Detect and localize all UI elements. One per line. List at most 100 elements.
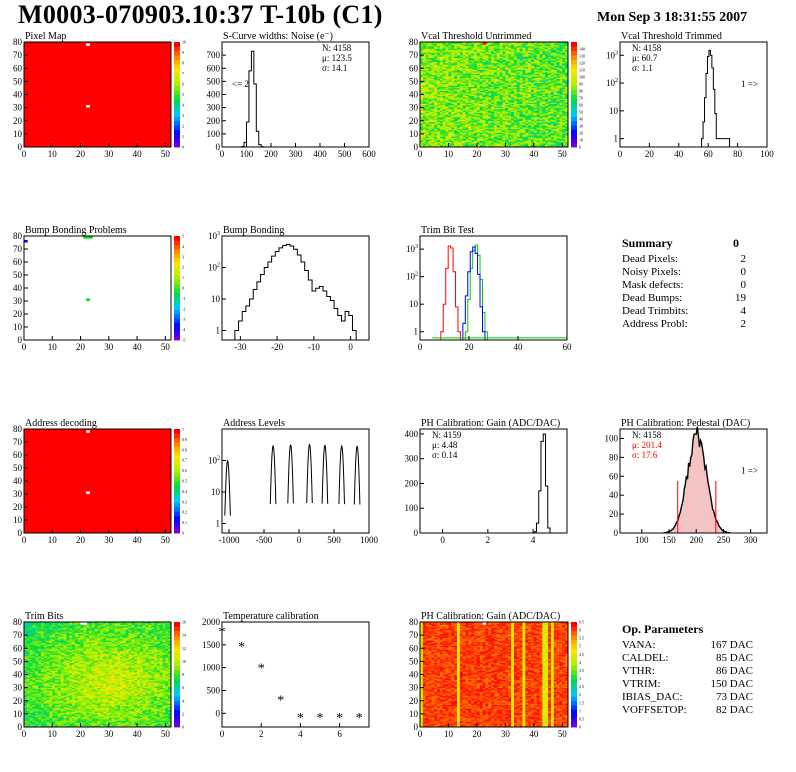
heatmap-cell [468, 87, 472, 90]
heatmap-cell [513, 95, 518, 98]
heatmap-cell [422, 65, 426, 68]
heatmap-cell [29, 660, 33, 662]
heatmap-cell [494, 95, 498, 98]
heatmap-cell [462, 45, 466, 48]
heatmap-cell [556, 105, 560, 107]
heatmap-cell [29, 662, 33, 665]
heatmap-cell [485, 69, 489, 72]
heatmap-cell [499, 57, 503, 60]
heatmap-cell [508, 112, 512, 115]
heatmap-cell [476, 135, 481, 137]
heatmap-cell [562, 143, 566, 145]
heatmap-cell [531, 99, 535, 102]
heatmap-cell [536, 56, 540, 59]
heatmap-cell [437, 124, 441, 127]
heatmap-cell [454, 107, 458, 110]
heatmap-cell [533, 136, 537, 139]
heatmap-cell [439, 122, 444, 124]
heatmap-cell [531, 115, 535, 118]
heatmap-cell [476, 73, 481, 76]
heatmap-cell [462, 137, 466, 140]
address-peak [269, 445, 277, 505]
heatmap-cell [539, 63, 543, 65]
heatmap-cell [516, 112, 520, 115]
heatmap-cell [488, 42, 492, 44]
heatmap-cell [548, 123, 552, 125]
heatmap-cell [471, 70, 475, 73]
heatmap-cell [494, 119, 498, 122]
color-bar-band [174, 46, 180, 52]
heatmap-cell [474, 49, 478, 52]
heatmap-cell [29, 704, 33, 707]
heatmap-cell [431, 141, 435, 144]
heatmap-cell [442, 76, 446, 78]
heatmap-cell [533, 135, 537, 137]
heatmap-cell [29, 650, 33, 653]
heatmap-cell [559, 135, 563, 137]
heatmap-cell [499, 133, 503, 136]
heatmap-cell [525, 139, 529, 141]
heatmap-cell [553, 99, 557, 102]
heatmap-cell [471, 141, 475, 144]
heatmap-cell [471, 80, 475, 82]
heatmap-cell [553, 52, 557, 55]
heatmap-cell [479, 70, 483, 73]
heatmap-cell [513, 97, 518, 99]
heatmap-cell [548, 107, 552, 110]
x-tick-label: 50 [558, 149, 568, 159]
heatmap-cell [496, 144, 500, 146]
heatmap-cell [420, 139, 424, 141]
heatmap-cell [422, 89, 426, 91]
x-tick-label: 4 [531, 535, 536, 545]
stats-line: μ: 4.48 [432, 440, 458, 450]
heatmap-cell [496, 63, 500, 65]
heatmap-cell [542, 89, 546, 91]
heatmap-cell [516, 74, 520, 77]
color-bar-band [174, 327, 180, 332]
heatmap-cell [539, 101, 543, 103]
heatmap-cell [491, 144, 495, 146]
heatmap-cell [511, 140, 515, 143]
heatmap-cell [542, 129, 546, 132]
overflow-annotation: <= 2 [232, 79, 249, 89]
heatmap-cell [26, 652, 30, 654]
heatmap-cell [454, 74, 458, 77]
heatmap-cell [35, 719, 39, 721]
heatmap-cell [451, 98, 455, 101]
heatmap-cell [468, 90, 472, 93]
heatmap-cell [562, 86, 566, 89]
heatmap-cell [519, 136, 523, 139]
heatmap-cell [451, 84, 455, 86]
heatmap-cell [516, 122, 520, 124]
heatmap-cell [522, 84, 526, 86]
heatmap-cell [448, 120, 452, 123]
heatmap-cell [494, 51, 498, 53]
heatmap-cell [485, 82, 489, 85]
heatmap-cell [508, 103, 512, 106]
heatmap-cell [476, 85, 481, 87]
heatmap-cell [494, 98, 498, 101]
heatmap-cell [513, 44, 518, 47]
heatmap-cell [562, 122, 566, 124]
heatmap-cell [422, 43, 426, 45]
heatmap-cell [448, 114, 452, 116]
heatmap-cell [508, 105, 512, 107]
heatmap-cell [536, 145, 540, 148]
heatmap-cell [531, 48, 535, 51]
heatmap-cell [553, 105, 557, 107]
heatmap-cell [451, 53, 455, 56]
heatmap-cell [431, 81, 435, 83]
heatmap-cell [511, 64, 515, 66]
color-bar-band [174, 94, 180, 100]
heatmap-cell [488, 127, 492, 129]
heatmap-cell [451, 112, 455, 115]
heatmap-cell [531, 68, 535, 70]
heatmap-cell [548, 78, 552, 81]
heatmap-cell [542, 144, 546, 146]
heatmap-cell [539, 140, 543, 143]
heatmap-cell [434, 107, 438, 110]
heatmap-cell [476, 57, 481, 60]
heatmap-cell [539, 119, 543, 122]
x-tick-label: 100 [760, 149, 774, 159]
heatmap-cell [513, 65, 518, 68]
